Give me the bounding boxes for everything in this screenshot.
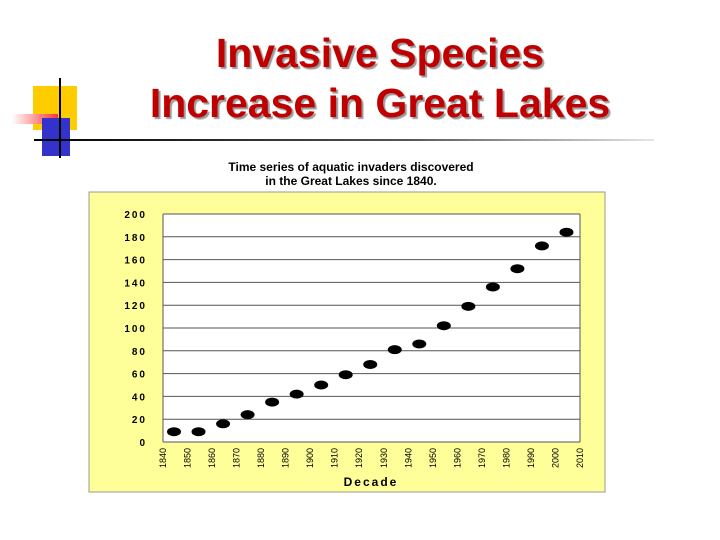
x-tick-labels: 1840 1850 1860 1870 1880 1890 1900 1910 1920 1930…	[158, 448, 585, 468]
data-point	[412, 339, 427, 349]
x-tick-label: 1900	[305, 448, 315, 468]
y-tick-label: 140	[124, 278, 147, 289]
y-tick-label: 180	[124, 233, 147, 244]
x-tick-label: 1930	[379, 448, 389, 468]
y-tick-label: 200	[124, 210, 147, 221]
y-tick-label: 120	[124, 301, 147, 312]
deco-vertical-line	[59, 78, 61, 158]
data-point	[240, 410, 255, 420]
y-tick-labels: 0 20 40 60 80 100 120 140 160 180 200	[124, 210, 147, 449]
data-points	[167, 227, 574, 437]
y-tick-label: 100	[124, 324, 147, 335]
data-point	[363, 359, 378, 369]
y-tick-label: 80	[132, 347, 147, 358]
chart-title-line2: in the Great Lakes since 1840.	[265, 174, 436, 188]
x-tick-label: 1910	[330, 448, 340, 468]
data-point	[314, 380, 329, 390]
chart-title-line1: Time series of aquatic invaders discover…	[228, 160, 473, 174]
data-point	[436, 321, 451, 331]
x-tick-label: 1950	[428, 448, 438, 468]
y-tick-label: 20	[132, 415, 147, 426]
x-tick-label: 1880	[256, 448, 266, 468]
y-tick-label: 0	[139, 438, 147, 449]
y-tick-label: 160	[124, 256, 147, 267]
x-tick-label: 1920	[354, 448, 364, 468]
data-point	[510, 264, 525, 274]
data-point	[338, 370, 353, 380]
x-tick-label: 1840	[158, 448, 168, 468]
deco-horizontal-line	[34, 139, 654, 141]
x-tick-label: 1940	[403, 448, 413, 468]
data-point	[289, 389, 304, 399]
x-tick-label: 1860	[207, 448, 217, 468]
x-tick-label: 2000	[550, 448, 560, 468]
data-point	[216, 419, 231, 429]
x-tick-label: 1980	[501, 448, 511, 468]
data-point	[559, 227, 574, 237]
x-tick-label: 1970	[477, 448, 487, 468]
data-point	[461, 301, 476, 311]
slide-title: Invasive Species Increase in Great Lakes	[80, 28, 680, 128]
x-axis-label: Decade	[344, 475, 399, 489]
x-tick-label: 1990	[526, 448, 536, 468]
data-point	[485, 282, 500, 292]
data-point	[191, 427, 206, 437]
data-point	[265, 397, 280, 407]
x-tick-label: 1960	[452, 448, 462, 468]
y-tick-label: 60	[132, 370, 147, 381]
x-tick-label: 2010	[575, 448, 585, 468]
x-tick-label: 1850	[183, 448, 193, 468]
deco-red-bar	[12, 114, 58, 124]
x-tick-label: 1870	[232, 448, 242, 468]
slide-title-line1: Invasive Species	[215, 30, 545, 76]
y-tick-label: 40	[132, 392, 147, 403]
data-point	[534, 241, 549, 251]
grid-lines	[162, 213, 581, 443]
data-point	[167, 427, 181, 437]
deco-blue-square	[42, 118, 70, 156]
x-tick-label: 1890	[281, 448, 291, 468]
slide-title-line2: Increase in Great Lakes	[149, 80, 611, 126]
data-point	[387, 345, 402, 355]
